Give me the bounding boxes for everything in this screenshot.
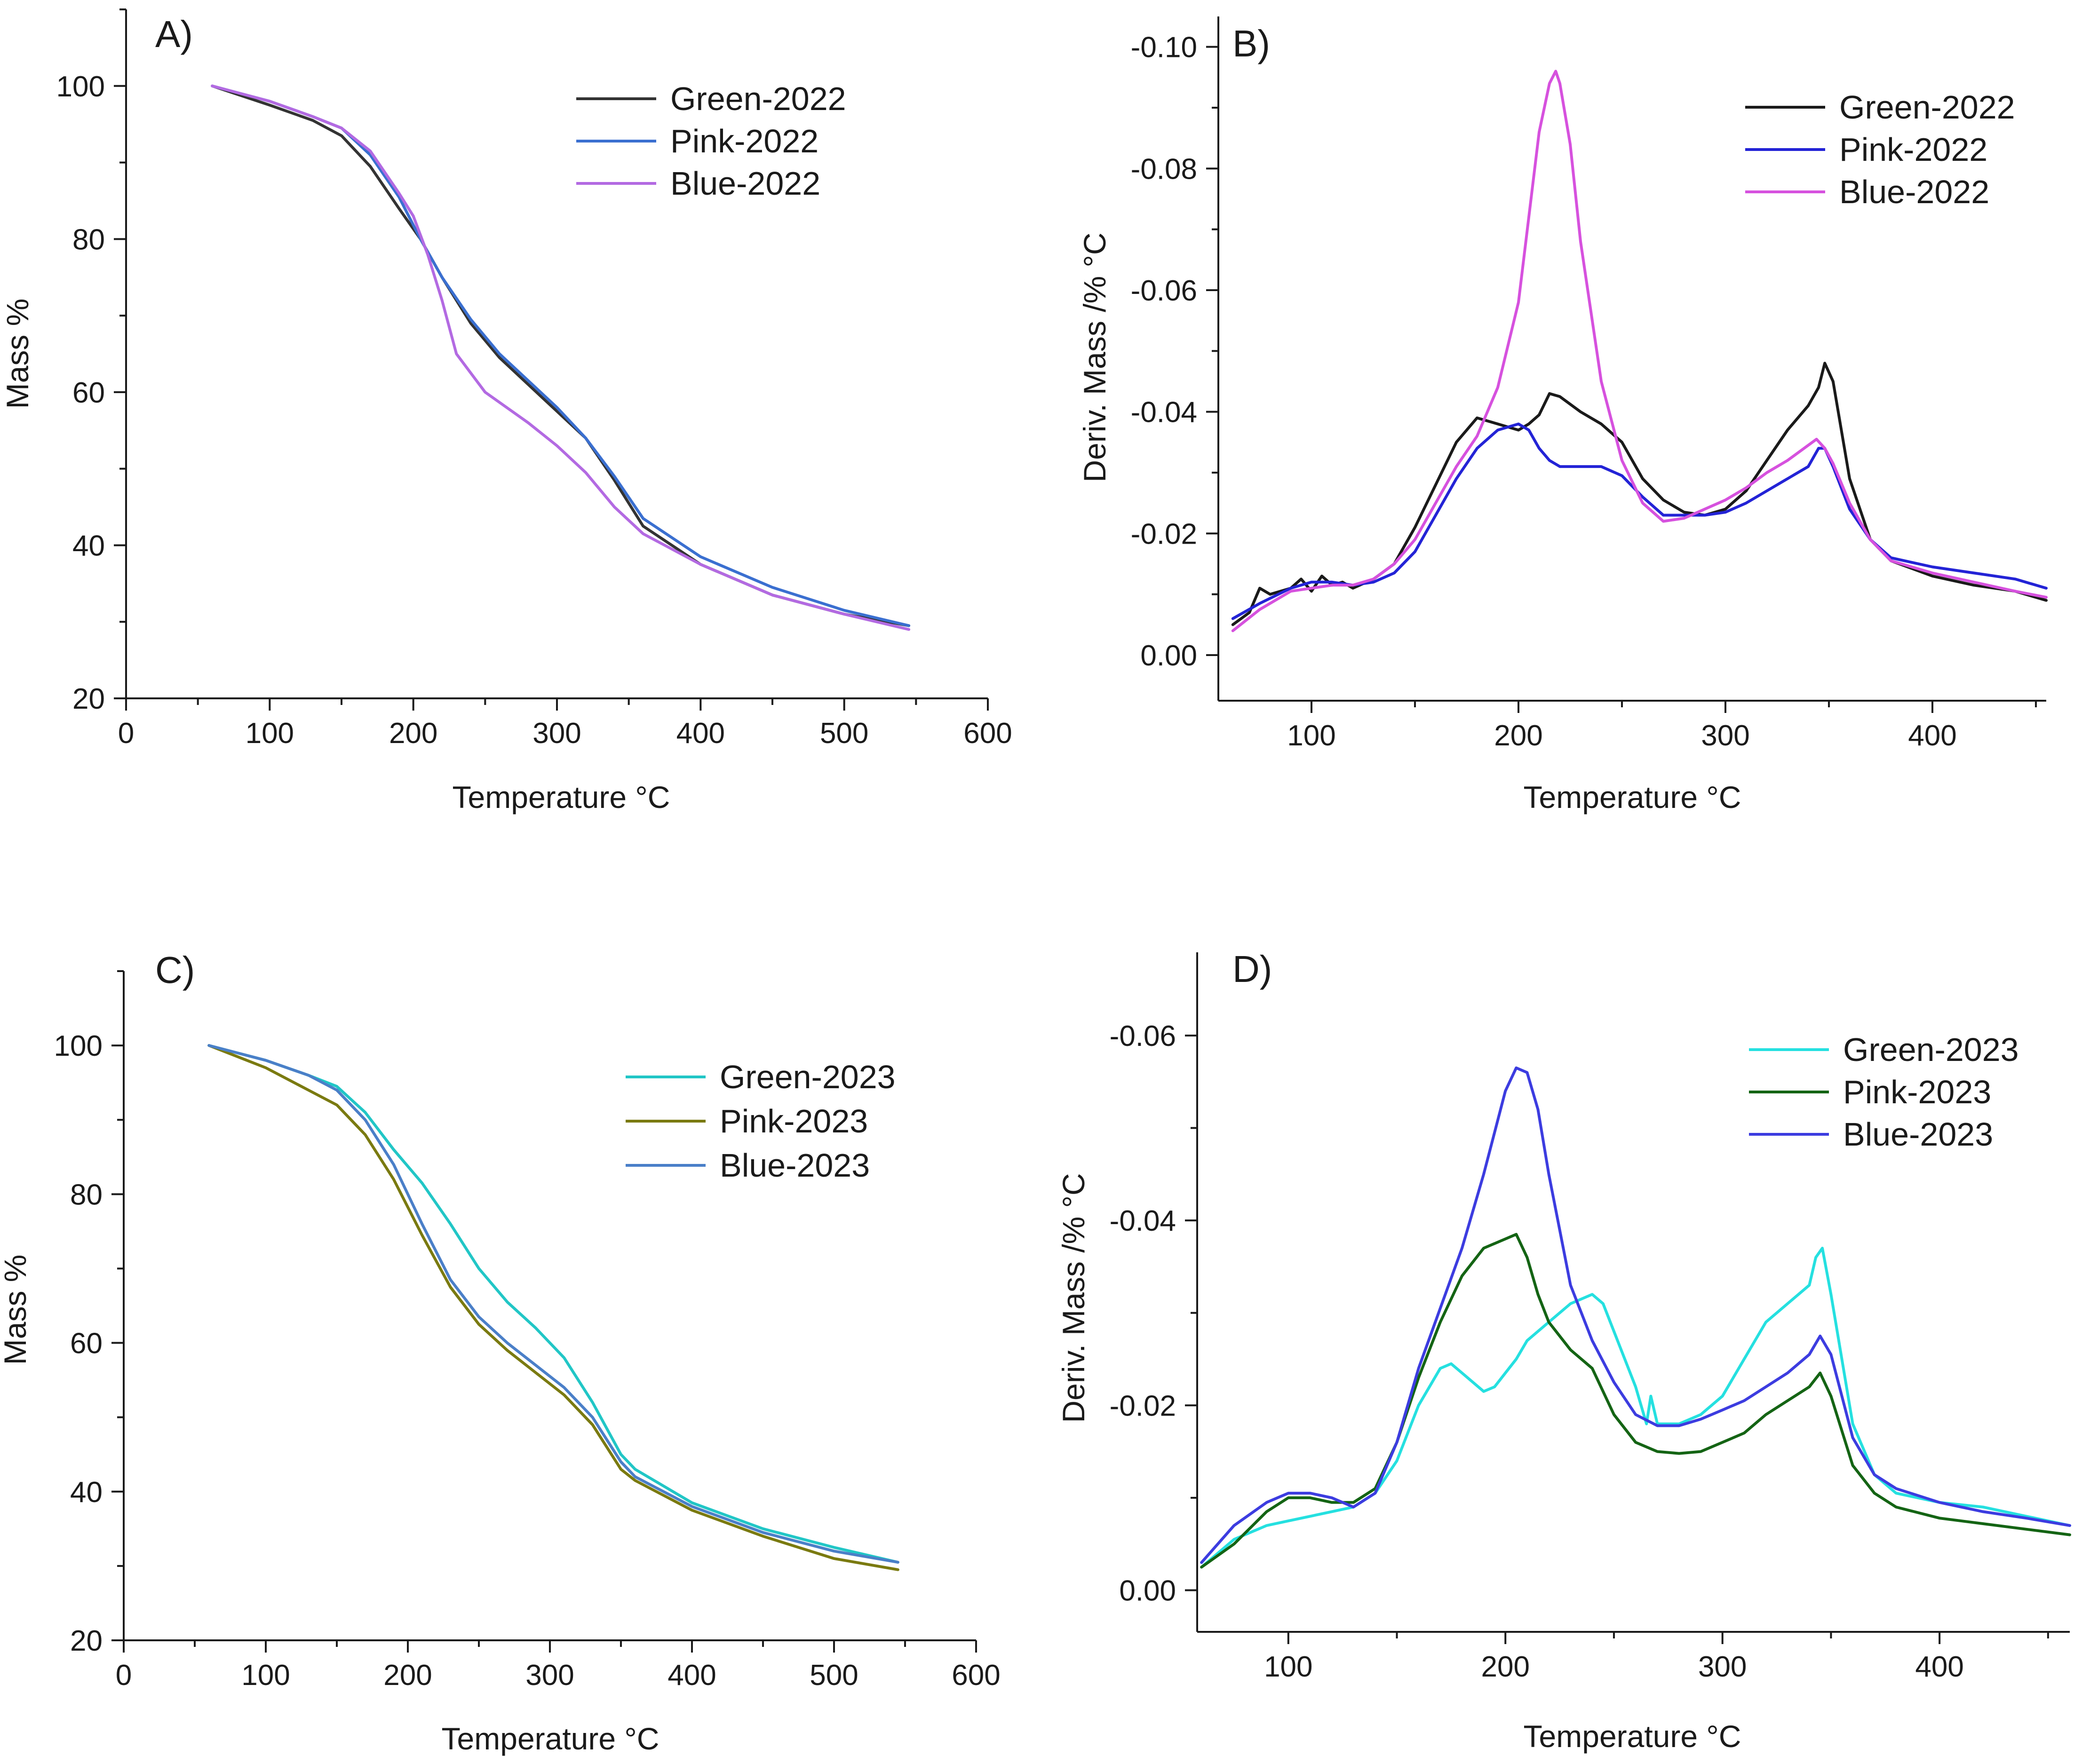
panel-1-series-blue-2022 (1231, 70, 2048, 633)
panel-2-y-axis-title: Mass % (0, 1255, 32, 1365)
panel-3-y-tick-label: -0.04 (1110, 1205, 1176, 1237)
panel-1-x-tick-label: 400 (1908, 720, 1956, 752)
panel-0-x-tick-label: 600 (963, 717, 1012, 750)
panel-2-x-tick-label: 300 (525, 1659, 574, 1692)
panel-1-legend-label: Green-2022 (1839, 89, 2015, 126)
panel-2-x-tick-label: 0 (116, 1659, 132, 1692)
panel-3-legend-label: Green-2023 (1843, 1031, 2019, 1068)
panel-2-x-tick-label: 400 (667, 1659, 716, 1692)
panel-2-series-green-2023 (207, 1044, 899, 1564)
panel-2-x-tick-label: 500 (810, 1659, 858, 1692)
panel-0-x-tick-label: 200 (389, 717, 437, 750)
panel-2-legend-label: Green-2023 (720, 1059, 896, 1095)
panel-2: 0 100 200 300 400 500 600 20 40 60 80 100 Temperatur… (0, 949, 1001, 1756)
panel-3-legend-label: Blue-2023 (1843, 1116, 1993, 1153)
panel-2-y-tick-label: 80 (70, 1179, 103, 1211)
panel-0-y-tick-label: 80 (72, 223, 105, 256)
panel-1-legend-label: Blue-2022 (1839, 174, 1989, 210)
panel-2-x-axis-title: Temperature °C (442, 1721, 660, 1756)
panel-2-y-tick-label: 60 (70, 1328, 103, 1360)
panel-2-panel-label: C) (155, 949, 195, 991)
panel-1-y-tick-label: -0.06 (1131, 275, 1197, 307)
panel-1-y-tick-label: -0.08 (1131, 153, 1197, 185)
panel-3-panel-label: D) (1232, 948, 1272, 990)
panel-3-y-axis-title: Deriv. Mass /% °C (1056, 1173, 1091, 1423)
panel-0-legend-label: Green-2022 (670, 80, 846, 117)
panel-2-series-pink-2023 (207, 1044, 899, 1571)
panel-0-x-tick-label: 300 (532, 717, 581, 750)
panel-3-y-tick-label: -0.02 (1110, 1390, 1176, 1422)
panel-3-y-tick-label: 0.00 (1119, 1575, 1176, 1607)
panel-3-series-blue-2023 (1200, 1066, 2071, 1564)
panel-0-legend-label: Pink-2022 (670, 123, 818, 159)
panel-3: 100 200 300 400 0.00 -0.02 -0.04 -0.06 Temperatu… (1056, 948, 2071, 1754)
panel-0-series-blue-2022 (211, 84, 911, 631)
panel-0-y-axis-title: Mass % (0, 299, 35, 409)
panel-0-legend: Green-2022 Pink-2022 Blue-2022 (576, 80, 846, 202)
panel-0: 0 100 200 300 400 500 600 20 40 60 80 100 Temperatur… (0, 8, 1012, 815)
panel-0-y-tick-label: 100 (56, 71, 105, 103)
panel-1-y-tick-label: 0.00 (1140, 640, 1197, 672)
panel-1-y-tick-label: -0.02 (1131, 518, 1197, 550)
panel-1-x-tick-label: 200 (1494, 720, 1542, 752)
panel-1-legend-label: Pink-2022 (1839, 131, 1987, 168)
panel-0-legend-label: Blue-2022 (670, 165, 820, 202)
panel-2-x-tick-label: 600 (952, 1659, 1000, 1692)
panel-2-y-tick-label: 100 (54, 1030, 103, 1062)
panel-1-x-axis-title: Temperature °C (1524, 780, 1741, 815)
panel-1-series-pink-2022 (1231, 422, 2048, 620)
panel-1-panel-label: B) (1232, 23, 1270, 64)
panel-1-x-tick-label: 300 (1701, 720, 1749, 752)
panel-2-y-tick-label: 20 (70, 1625, 103, 1657)
panel-1-x-tick-label: 100 (1287, 720, 1335, 752)
panel-1-legend: Green-2022 Pink-2022 Blue-2022 (1745, 89, 2015, 210)
panel-3-x-axis-title: Temperature °C (1524, 1719, 1741, 1754)
panel-0-x-tick-label: 100 (246, 717, 294, 750)
panel-2-legend-label: Blue-2023 (720, 1147, 870, 1184)
panel-2-x-tick-label: 200 (383, 1659, 432, 1692)
panel-0-x-tick-label: 400 (676, 717, 725, 750)
panel-0-x-tick-label: 0 (118, 717, 134, 750)
panel-1-y-axis-title: Deriv. Mass /% °C (1077, 232, 1112, 482)
panel-2-legend: Green-2023 Pink-2023 Blue-2023 (626, 1059, 896, 1184)
panel-3-x-tick-label: 100 (1264, 1651, 1312, 1683)
panel-0-x-tick-label: 500 (820, 717, 868, 750)
panel-0-y-tick-label: 40 (72, 530, 105, 562)
panel-3-x-tick-label: 300 (1698, 1651, 1747, 1683)
panel-2-y-tick-label: 40 (70, 1476, 103, 1509)
panel-3-x-tick-label: 400 (1915, 1651, 1963, 1683)
panel-3-legend: Green-2023 Pink-2023 Blue-2023 (1749, 1031, 2019, 1153)
panel-3-y-tick-label: -0.06 (1110, 1020, 1176, 1052)
panel-1: 100 200 300 400 0.00 -0.02 -0.04 -0.06 -0.08 -0.1… (1077, 16, 2048, 815)
panel-0-y-tick-label: 60 (72, 377, 105, 409)
panel-0-y-tick-label: 20 (72, 683, 105, 715)
panel-3-legend-label: Pink-2023 (1843, 1074, 1991, 1110)
panel-3-x-tick-label: 200 (1481, 1651, 1530, 1683)
panel-0-panel-label: A) (155, 13, 193, 55)
panel-3-series-pink-2023 (1200, 1233, 2071, 1569)
panel-0-x-axis-title: Temperature °C (453, 780, 670, 815)
panel-1-series-green-2022 (1231, 362, 2048, 626)
panel-2-legend-label: Pink-2023 (720, 1103, 868, 1139)
panel-1-y-tick-label: -0.10 (1131, 32, 1197, 64)
panel-2-series-blue-2023 (207, 1044, 899, 1564)
panel-2-x-tick-label: 100 (241, 1659, 290, 1692)
panel-1-y-tick-label: -0.04 (1131, 396, 1197, 429)
